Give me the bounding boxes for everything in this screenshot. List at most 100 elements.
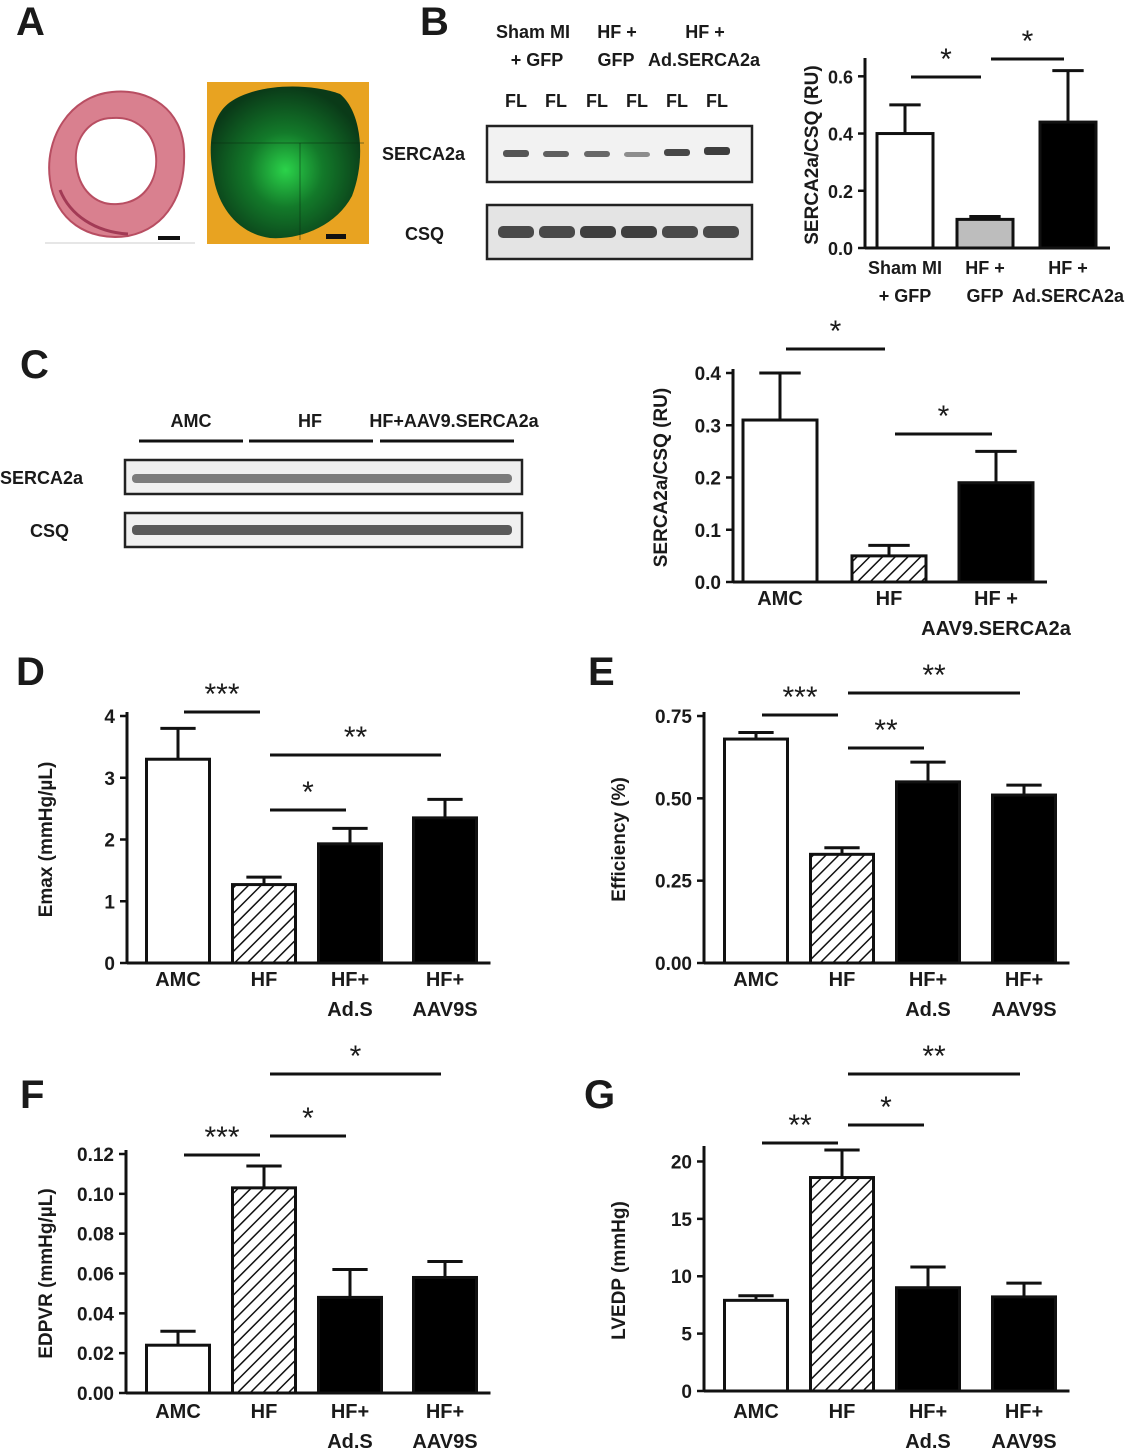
panel-label-g: G — [584, 1073, 615, 1117]
chart-d-category-label-1-0: HF — [251, 969, 278, 991]
chart-e-y-tick-label-3: 0.75 — [655, 707, 692, 728]
blot-b-row-serca2a: SERCA2a — [382, 144, 466, 164]
blot-c-group-3: HF+AAV9.SERCA2a — [369, 411, 539, 431]
blot-b-lane-1: FL — [505, 91, 527, 111]
panel-label-c: C — [20, 343, 49, 387]
chart-f-y-tick-label-5: 0.10 — [77, 1185, 114, 1206]
chart-e-bar-1 — [809, 852, 875, 965]
western-blot-c: AMC HF HF+AAV9.SERCA2a SERCA2a CSQ — [0, 411, 540, 549]
chart-g-category-label-2-0: HF+ — [909, 1401, 947, 1423]
chart-f-edpvr: 0.00 0.02 0.04 0.06 0.08 0.10 0.12 EDPVR (mmHg/… — [36, 1040, 491, 1448]
chart-b-y-tick-label-2: 0.4 — [828, 125, 853, 145]
chart-b-bar-1 — [955, 217, 1015, 250]
chart-d-y-tick-label-2: 2 — [104, 831, 115, 852]
blot-c-row-csq: CSQ — [30, 521, 69, 541]
panel-label-d: D — [16, 650, 45, 694]
heart-gfp-fluorescence — [207, 82, 369, 244]
chart-b-category-label-1-1: GFP — [966, 286, 1003, 306]
blot-b-lane-2: FL — [545, 91, 567, 111]
chart-e-efficiency: 0.00 0.25 0.50 0.75 Efficiency (%) AMC HF HF+ Ad… — [609, 659, 1070, 1021]
chart-g-category-label-3-0: HF+ — [1005, 1401, 1043, 1423]
chart-g-bar-2 — [895, 1286, 961, 1393]
chart-d-category-label-3-1: AAV9S — [412, 999, 477, 1021]
chart-e-bar-0 — [723, 737, 789, 965]
chart-d-significance-label-1: * — [302, 776, 314, 809]
chart-c-serca2a-csq: 0.0 0.1 0.2 0.3 0.4 SERCA2a/CSQ (RU) AMC HF HF +… — [651, 315, 1072, 640]
chart-b-y-tick-label-0: 0.0 — [828, 239, 853, 259]
blot-b-group-2-line1: HF + — [597, 22, 637, 42]
chart-d-bar-1 — [231, 883, 297, 965]
chart-e-category-label-2-1: Ad.S — [905, 999, 951, 1021]
panel-label-f: F — [20, 1073, 44, 1117]
chart-g-category-label-2-1: Ad.S — [905, 1431, 951, 1448]
panel-label-b: B — [420, 0, 449, 44]
chart-g-significance-label-2: ** — [922, 1040, 946, 1073]
chart-d-y-tick-label-4: 4 — [104, 707, 115, 728]
chart-d-emax: 0 1 2 3 4 Emax (mmHg/µL) AMC HF HF+ Ad.S HF+ AAV9S *… — [36, 678, 491, 1021]
chart-b-category-label-2-1: Ad.SERCA2a — [1012, 286, 1125, 306]
chart-c-significance-label-1: * — [938, 400, 950, 433]
chart-b-bar-0 — [875, 132, 935, 250]
blot-c-row-serca2a: SERCA2a — [0, 468, 84, 488]
chart-g-y-tick-label-0: 0 — [681, 1382, 692, 1403]
blot-b-lane-5: FL — [666, 91, 688, 111]
blot-b-row-csq: CSQ — [405, 224, 444, 244]
chart-c-bar-1 — [850, 554, 928, 584]
chart-c-y-tick-label-0: 0.0 — [695, 573, 721, 594]
chart-f-bar-2 — [317, 1295, 383, 1395]
chart-g-y-tick-label-2: 10 — [671, 1267, 692, 1288]
chart-g-y-axis-label: LVEDP (mmHg) — [609, 1201, 630, 1340]
chart-f-significance-label-1: * — [302, 1102, 314, 1135]
blot-b-lane-4: FL — [626, 91, 648, 111]
chart-b-significance-label-0: * — [940, 43, 952, 76]
chart-f-bar-1 — [231, 1186, 297, 1395]
chart-d-significance-label-2: ** — [344, 721, 368, 754]
chart-b-category-label-0-0: Sham MI — [868, 258, 942, 278]
chart-c-y-tick-label-4: 0.4 — [695, 364, 722, 385]
chart-b-y-tick-label-1: 0.2 — [828, 182, 853, 202]
panel-label-a: A — [16, 0, 45, 44]
chart-c-category-label-2-1: AAV9.SERCA2a — [921, 618, 1072, 640]
chart-e-y-tick-label-1: 0.25 — [655, 872, 692, 893]
chart-g-category-label-1-0: HF — [829, 1401, 856, 1423]
blot-b-lane-6: FL — [706, 91, 728, 111]
blot-b-group-3-line2: Ad.SERCA2a — [648, 50, 761, 70]
chart-d-category-label-2-1: Ad.S — [327, 999, 373, 1021]
chart-c-category-label-1-0: HF — [876, 588, 903, 610]
chart-f-category-label-0-0: AMC — [155, 1401, 201, 1423]
chart-d-y-tick-label-1: 1 — [104, 892, 115, 913]
chart-g-bar-1 — [809, 1176, 875, 1393]
blot-b-group-3-line1: HF + — [685, 22, 725, 42]
chart-d-bar-0 — [145, 757, 211, 965]
chart-g-significance-label-1: * — [880, 1091, 892, 1124]
chart-e-significance-label-2: ** — [922, 659, 946, 692]
chart-e-category-label-0-0: AMC — [733, 969, 779, 991]
chart-g-category-label-3-1: AAV9S — [991, 1431, 1056, 1448]
chart-c-bar-0 — [741, 418, 819, 584]
chart-d-category-label-0-0: AMC — [155, 969, 201, 991]
chart-g-y-tick-label-1: 5 — [681, 1325, 692, 1346]
blot-b-group-1-line1: Sham MI — [496, 22, 570, 42]
chart-e-y-tick-label-0: 0.00 — [655, 954, 692, 975]
chart-c-category-label-0-0: AMC — [757, 588, 803, 610]
heart-cross-section-stain — [45, 90, 195, 244]
chart-e-y-tick-label-2: 0.50 — [655, 789, 692, 810]
chart-f-category-label-2-0: HF+ — [331, 1401, 369, 1423]
chart-e-category-label-2-0: HF+ — [909, 969, 947, 991]
chart-f-y-tick-label-1: 0.02 — [77, 1344, 114, 1365]
chart-f-significance-label-2: * — [350, 1040, 362, 1073]
chart-f-y-tick-label-3: 0.06 — [77, 1265, 114, 1286]
chart-f-category-label-2-1: Ad.S — [327, 1431, 373, 1448]
chart-e-bar-2 — [895, 780, 961, 965]
chart-g-bar-0 — [723, 1298, 789, 1393]
blot-c-group-1: AMC — [171, 411, 212, 431]
blot-b-group-1-line2: + GFP — [511, 50, 564, 70]
chart-e-y-axis-label: Efficiency (%) — [609, 777, 630, 902]
chart-d-y-tick-label-3: 3 — [104, 769, 115, 790]
chart-d-y-tick-label-0: 0 — [104, 954, 115, 975]
chart-f-y-axis-label: EDPVR (mmHg/µL) — [36, 1188, 57, 1358]
blot-c-group-2: HF — [298, 411, 322, 431]
chart-c-y-tick-label-2: 0.2 — [695, 469, 721, 490]
